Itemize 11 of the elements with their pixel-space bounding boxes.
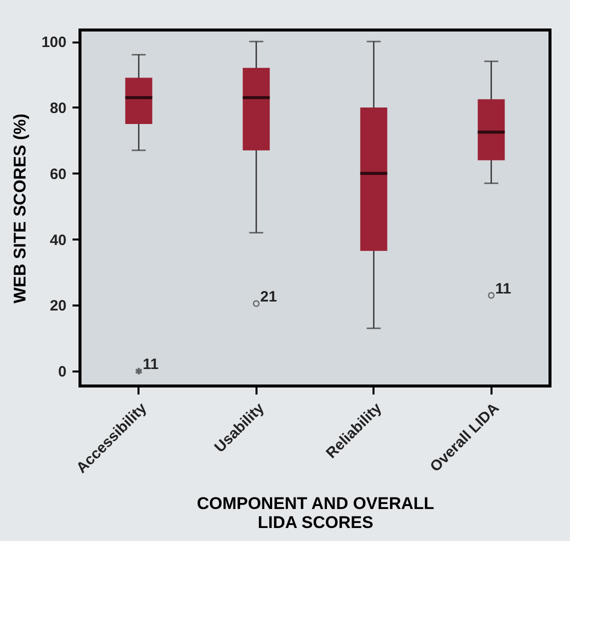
x-axis-title: COMPONENT AND OVERALL LIDA SCORES bbox=[196, 494, 434, 532]
y-tick-label: 80 bbox=[50, 100, 66, 117]
y-axis-title: WEB SITE SCORES (%) bbox=[10, 114, 30, 304]
y-tick-label: 100 bbox=[41, 34, 66, 52]
annotation: 11 bbox=[142, 356, 159, 374]
y-tick-label: 0 bbox=[58, 364, 66, 381]
y-tick-label: 20 bbox=[50, 298, 66, 315]
y-tick-label: 60 bbox=[50, 166, 66, 183]
annotation: 21 bbox=[260, 288, 277, 306]
annotation: 11 bbox=[495, 280, 512, 298]
y-tick-label: 40 bbox=[50, 232, 66, 249]
